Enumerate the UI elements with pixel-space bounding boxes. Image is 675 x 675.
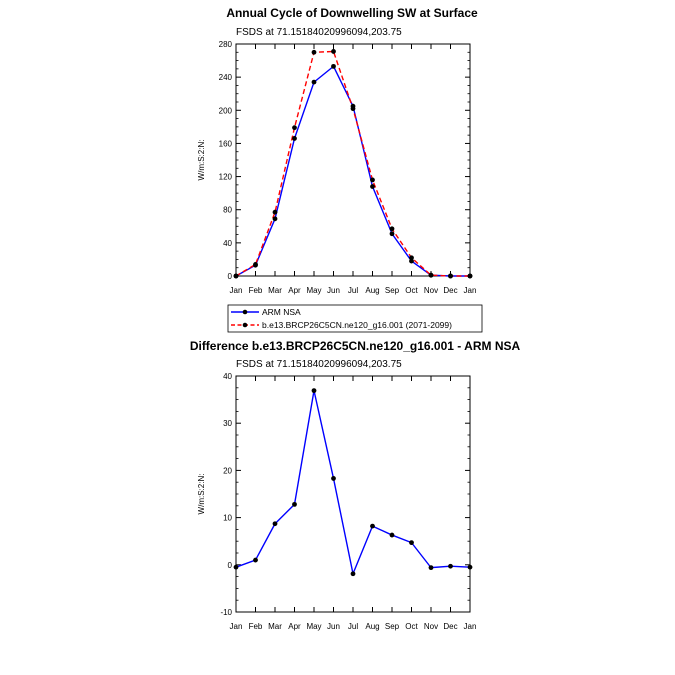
data-point: [233, 564, 239, 570]
y-axis-label: W/m:S:2:N:: [197, 474, 206, 515]
data-point: [350, 571, 356, 577]
y-tick-label: 40: [223, 372, 232, 381]
x-tick-label: May: [306, 286, 321, 295]
x-tick-label: Apr: [288, 286, 301, 295]
series-line-secondary: [235, 50, 470, 277]
data-point: [272, 521, 278, 527]
chart-subtitle: FSDS at 71.15184020996094,203.75: [236, 359, 402, 370]
y-tick-label: 40: [223, 239, 232, 248]
legend-label-model: b.e13.BRCP26C5CN.ne120_g16.001 (2071-209…: [262, 320, 452, 330]
data-point: [389, 231, 395, 237]
series-line-primary: [235, 389, 471, 575]
x-tick-label: Jul: [348, 622, 358, 631]
data-point: [272, 216, 278, 222]
data-point: [409, 258, 414, 264]
y-tick-label: 280: [219, 40, 233, 49]
x-tick-label: Jul: [348, 286, 358, 295]
y-tick-label: 160: [219, 139, 233, 148]
legend-label-arm-nsa: ARM NSA: [262, 307, 301, 317]
legend-box: [227, 304, 483, 333]
data-point: [409, 255, 414, 261]
x-tick-label: Mar: [268, 286, 282, 295]
data-point: [428, 565, 434, 571]
data-point: [448, 563, 453, 569]
x-tick-label: Aug: [365, 286, 379, 295]
data-point: [389, 532, 395, 538]
x-tick-label: Sep: [385, 622, 400, 631]
y-tick-label: 0: [228, 272, 233, 281]
x-tick-label: Feb: [249, 286, 263, 295]
x-tick-label: Nov: [424, 622, 438, 631]
data-point: [233, 273, 239, 279]
data-point: [272, 209, 278, 215]
x-tick-label: Jun: [327, 286, 340, 295]
x-tick-label: Mar: [268, 622, 282, 631]
y-tick-label: 10: [223, 514, 232, 523]
legend-marker-model: [242, 322, 248, 328]
y-tick-label: 0: [228, 561, 233, 570]
x-tick-label: Dec: [443, 622, 457, 631]
x-tick-label: Apr: [288, 622, 301, 631]
data-point: [350, 106, 356, 112]
x-tick-label: Jan: [464, 286, 477, 295]
chart-title: Difference b.e13.BRCP26C5CN.ne120_g16.00…: [190, 339, 521, 353]
data-point: [292, 501, 297, 507]
legend: ARM NSA b.e13.BRCP26C5CN.ne120_g16.001 (…: [227, 304, 483, 333]
data-point: [311, 388, 317, 394]
data-point: [370, 177, 375, 183]
x-tick-label: Oct: [405, 622, 418, 631]
y-tick-label: 20: [223, 466, 232, 475]
x-tick-label: Nov: [424, 286, 438, 295]
data-point: [292, 136, 297, 141]
y-tick-label: 80: [223, 206, 232, 215]
y-axis-label: W/m:S:2:N:: [197, 140, 206, 181]
chart-title: Annual Cycle of Downwelling SW at Surfac…: [226, 6, 478, 20]
plot-frame: [235, 375, 471, 613]
data-point: [389, 226, 395, 232]
data-point: [428, 272, 434, 278]
annual-cycle-chart: Annual Cycle of Downwelling SW at Surfac…: [197, 6, 478, 295]
x-tick-label: Jan: [230, 286, 243, 295]
data-point: [331, 476, 336, 481]
y-tick-label: -10: [220, 608, 232, 617]
data-point: [467, 273, 473, 279]
y-tick-label: 240: [219, 73, 233, 82]
legend-marker-arm-nsa: [242, 309, 248, 315]
x-tick-label: May: [306, 622, 321, 631]
data-point: [331, 63, 336, 69]
x-tick-label: Sep: [385, 286, 400, 295]
chart-subtitle: FSDS at 71.15184020996094,203.75: [236, 27, 402, 38]
data-point: [370, 523, 375, 529]
x-tick-label: Jun: [327, 622, 340, 631]
y-tick-label: 120: [219, 173, 233, 182]
data-point: [370, 184, 375, 189]
x-tick-label: Aug: [365, 622, 379, 631]
x-tick-label: Oct: [405, 286, 418, 295]
y-tick-label: 30: [223, 419, 232, 428]
difference-chart: Difference b.e13.BRCP26C5CN.ne120_g16.00…: [190, 339, 521, 631]
data-point: [292, 125, 297, 131]
y-tick-label: 200: [219, 106, 233, 115]
data-point: [467, 564, 473, 570]
data-point: [311, 79, 317, 85]
x-tick-label: Jan: [230, 622, 243, 631]
data-point: [448, 273, 453, 279]
x-tick-label: Dec: [443, 286, 457, 295]
plot-frame: [235, 43, 471, 277]
x-tick-label: Feb: [249, 622, 263, 631]
x-tick-label: Jan: [464, 622, 477, 631]
series-line-primary: [235, 65, 470, 277]
data-point: [409, 540, 414, 546]
data-point: [331, 49, 336, 54]
data-point: [253, 262, 258, 267]
data-point: [253, 557, 258, 563]
data-point: [311, 49, 317, 55]
